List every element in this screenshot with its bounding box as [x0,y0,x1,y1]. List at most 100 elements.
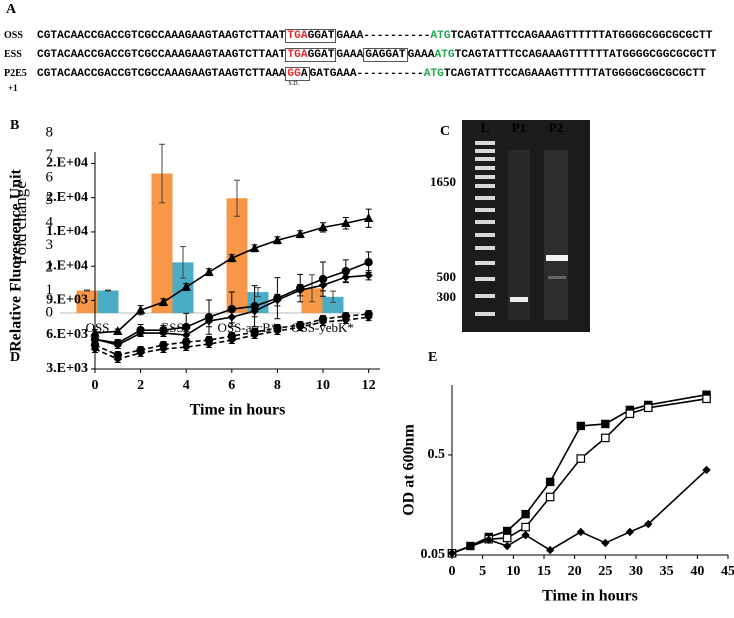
marker [250,306,259,316]
ladder-band [475,233,495,237]
band [510,297,528,302]
x-tick-label: 15 [537,564,551,579]
marker [363,213,374,222]
row-sub-label: +1 [8,83,18,93]
bar [97,290,119,313]
sequence-segment: TGA [287,49,308,61]
marker [601,419,610,429]
x-tick-label: 30 [629,564,643,579]
sequence-segment: TGA [287,30,308,42]
marker [484,535,493,544]
series-line [451,469,708,555]
sequence-segment: GAAA [407,49,435,61]
marker [364,312,373,322]
y-tick-label: 2.E+04 [46,156,88,171]
y-tick-label: 1.E+04 [46,258,88,273]
marker [296,285,305,295]
panel-letter: A [6,2,17,17]
panel-letter: C [440,124,450,139]
chart-panel: E 0.05 0.5 OD at 600nm 0 5 10 15 20 25 30 35 40 45 Tim… [401,350,734,604]
x-tick-label: 12 [362,378,376,393]
marker [113,326,123,336]
sequence-segment: GATGAAA---------- [309,68,424,80]
y-tick-label: 0 [46,304,54,320]
x-tick-label: 0 [92,378,99,393]
sequence-segment: GG [287,68,301,80]
marker [249,243,260,252]
x-tick-label: 8 [274,378,281,393]
error-bar [84,289,90,292]
error-bar [330,290,336,303]
size-label: 1650 [430,174,456,189]
sequence: CGTACAACCGACCGTCGCCAAAGAAGTAAGTCTTAAT TGA… [37,48,717,62]
sequence: CGTACAACCGACCGTCGCCAAAGAAGTAAGTCTTAAA GGA… [37,67,706,87]
marker [364,258,373,267]
sequence-segment: ATG [423,68,444,80]
marker [227,312,236,322]
marker [272,235,283,244]
x-tick-label: 45 [721,564,734,579]
marker [182,337,191,347]
sequence-segment: TCAGTATTTCCAGAAAGTTTTTTATGGGGCGGCGCGCTT [443,68,706,80]
marker [601,538,610,548]
y-tick-label: 9.E+03 [46,293,88,308]
marker [318,222,328,232]
sequence-segment: CGTACAACCGACCGTCGCCAAAGAAGTAAGTCTTAAA [37,68,286,80]
y-tick-label: 3 [46,237,54,253]
chart-panel: D 3.E+03 6.E+03 9.E+03 1.E+04 1.E+04 2.E+04 2.E… [8,152,380,419]
x-tick-label: 10 [316,378,330,393]
ladder-band [475,184,495,188]
sequence-segment: CGTACAACCGACCGTCGCCAAAGAAGTAAGTCTTAAT [37,49,286,61]
panel-letter: D [10,350,20,365]
ladder-band [475,141,495,145]
ladder-band [475,157,495,161]
marker [158,296,169,306]
x-tick-label: OSS [86,320,110,335]
y-tick-label: 4 [46,214,54,230]
series-line [451,398,707,555]
lane-label: L [481,120,490,135]
marker [521,509,530,519]
marker [341,218,351,227]
marker [159,328,168,338]
marker [182,342,191,352]
bar [76,290,98,313]
ladder-band [475,175,495,179]
sequence-segment: GAAA---------- [336,30,431,42]
sequence-segment: A [300,68,308,80]
ladder-band [475,149,495,153]
marker [576,527,585,537]
sequence-panel: A OSS CGTACAACCGACCGTCGCCAAAGAAGTAAGTCTTA… [0,0,734,100]
x-tick-label: 35 [660,564,674,579]
x-tick-label: 2 [137,378,144,393]
x-tick-label: 25 [598,564,612,579]
gel-panel: C L P1 P2 1650 500 300 [430,120,590,332]
x-tick-label: 20 [568,564,582,579]
size-label: 500 [437,269,457,284]
marker [702,465,711,475]
marker [136,328,145,338]
marker [447,549,457,558]
marker [625,527,635,537]
sequence-segment: ATG [430,30,451,42]
band [546,255,568,261]
marker [702,394,711,404]
smear [544,150,568,320]
y-tick-label: 1.E+04 [46,224,88,239]
ladder-band [475,166,495,170]
y-tick-label: 0.5 [428,447,446,462]
row-name: OSS [4,30,23,41]
panel-letter: B [10,118,19,133]
x-axis-label: Time in hours [542,588,638,605]
y-axis-label: OD at 600nm [401,424,418,516]
sequence-segment: TCAGTATTTCCAGAAAGTTTTTTATGGGGCGGCGCGCTT [454,49,717,61]
row-name: ESS [4,49,22,60]
x-tick-label: 40 [690,564,704,579]
marker [643,403,653,413]
ladder-band [475,277,495,281]
marker [644,519,653,529]
ladder-band [475,196,495,200]
marker [502,533,512,543]
